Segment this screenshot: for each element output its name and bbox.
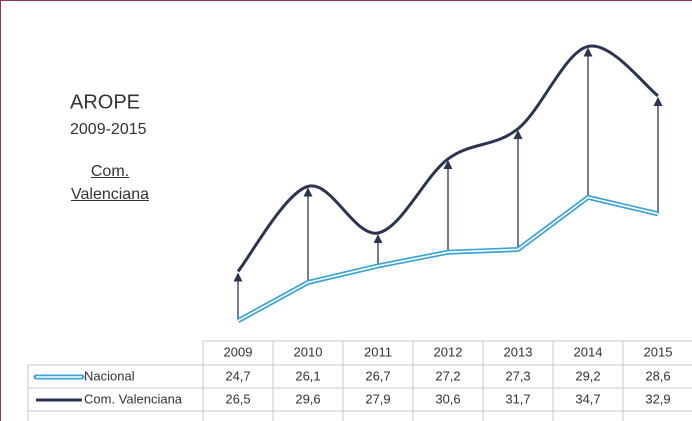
line-nacional-inner <box>237 196 659 322</box>
chart-title: AROPE <box>70 91 140 113</box>
region-label: Com. Valenciana <box>71 163 149 203</box>
value-label: 29,6 <box>295 391 320 406</box>
x-tick-label: 2011 <box>364 344 392 359</box>
x-tick-label: 2013 <box>504 344 533 359</box>
value-label: 27,3 <box>505 368 530 383</box>
x-tick-label: 2015 <box>644 344 673 359</box>
line-valenciana <box>236 44 659 273</box>
value-label: 29,2 <box>575 368 600 383</box>
x-tick-label: 2012 <box>434 344 463 359</box>
value-label: 26,1 <box>295 368 320 383</box>
legend-label: Com. Valenciana <box>84 391 183 406</box>
value-label: 26,7 <box>365 368 390 383</box>
value-label: 34,7 <box>575 391 600 406</box>
value-label: 27,2 <box>435 368 460 383</box>
x-tick-label: 2009 <box>224 344 253 359</box>
value-label: 24,7 <box>225 368 250 383</box>
value-label: 27,9 <box>365 391 390 406</box>
value-label: 30,6 <box>435 391 460 406</box>
chart-subtitle: 2009-2015 <box>70 121 147 138</box>
value-label: 28,6 <box>645 368 670 383</box>
value-label: 32,9 <box>645 391 670 406</box>
x-tick-label: 2010 <box>294 344 323 359</box>
value-label: 26,5 <box>225 391 250 406</box>
value-label: 31,7 <box>505 391 530 406</box>
x-tick-label: 2014 <box>574 344 603 359</box>
legend-label: Nacional <box>84 368 135 383</box>
